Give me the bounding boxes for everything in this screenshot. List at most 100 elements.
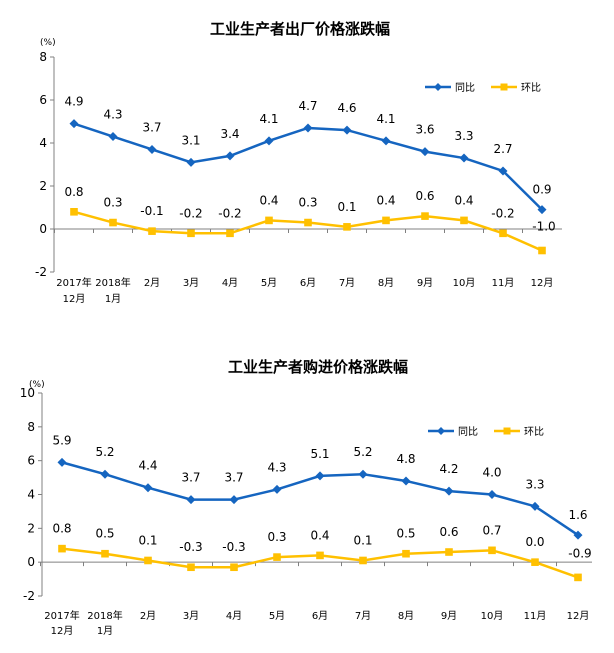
data-point bbox=[359, 556, 367, 565]
data-point bbox=[574, 573, 582, 582]
y-tick-label: 4 bbox=[27, 488, 35, 502]
data-point bbox=[100, 469, 110, 479]
y-tick-label: 6 bbox=[27, 454, 35, 468]
data-label: 0.6 bbox=[415, 189, 434, 203]
data-point bbox=[573, 530, 583, 540]
data-label: 3.7 bbox=[142, 120, 161, 134]
data-label: -0.3 bbox=[222, 540, 245, 554]
data-label: 0.4 bbox=[454, 193, 473, 207]
series-mom: 0.8 0.3 -0.1 -0.2 -0.2 0.4 0.3 0.1 0.4 0.6 0.4 -0.2… bbox=[64, 185, 556, 255]
data-point bbox=[459, 153, 469, 163]
data-point bbox=[108, 132, 118, 142]
x-tick-label: 5月 bbox=[269, 610, 285, 622]
data-point bbox=[316, 551, 324, 560]
data-label: 0.7 bbox=[482, 523, 501, 537]
data-point bbox=[70, 208, 78, 216]
data-label: 3.3 bbox=[454, 129, 473, 143]
data-label: 4.0 bbox=[482, 466, 501, 480]
data-label: 1.6 bbox=[568, 508, 587, 522]
data-label: 0.4 bbox=[259, 193, 278, 207]
data-label: 0.1 bbox=[337, 200, 356, 214]
data-point bbox=[69, 119, 79, 129]
x-tick-label: 4月 bbox=[226, 610, 242, 622]
data-point bbox=[538, 246, 546, 255]
x-tick-label: 2017年 bbox=[56, 276, 91, 289]
data-point bbox=[144, 556, 152, 565]
data-label: -0.9 bbox=[568, 546, 591, 560]
legend-label: 同比 bbox=[455, 82, 475, 94]
legend-swatch-marker bbox=[503, 427, 511, 435]
x-tick-label: 7月 bbox=[339, 277, 355, 289]
x-tick-label: 6月 bbox=[300, 277, 316, 289]
data-label: 4.1 bbox=[376, 112, 395, 126]
data-point bbox=[147, 144, 157, 154]
x-tick-label: 10月 bbox=[481, 610, 504, 622]
data-label: 0.9 bbox=[532, 183, 551, 197]
data-label: 4.4 bbox=[138, 459, 157, 473]
data-point bbox=[487, 490, 497, 499]
x-tick-label: 8月 bbox=[378, 277, 394, 289]
legend-label: 环比 bbox=[524, 426, 544, 438]
x-tick-label: 5月 bbox=[261, 277, 277, 289]
legend-swatch-marker bbox=[500, 83, 508, 91]
data-point bbox=[420, 147, 430, 157]
data-label: 0.4 bbox=[310, 528, 329, 542]
y-tick-label: 2 bbox=[39, 179, 47, 193]
data-label: 5.9 bbox=[52, 433, 71, 447]
x-tick-label: 2月 bbox=[140, 610, 156, 622]
data-point bbox=[264, 136, 274, 146]
y-tick-label: 10 bbox=[20, 386, 35, 400]
chart-2: 工业生产者购进价格涨跌幅 (%)10 8 6 4 2 0 -2 2017年 12月 2018年 1月 2… bbox=[20, 358, 592, 637]
data-label: 4.2 bbox=[439, 462, 458, 476]
data-point bbox=[402, 549, 410, 558]
data-point bbox=[342, 125, 352, 135]
legend: 同比 环比 bbox=[425, 82, 541, 94]
data-point bbox=[444, 486, 454, 496]
data-label: 0.8 bbox=[52, 522, 71, 536]
data-point bbox=[315, 471, 325, 481]
data-label: 2.7 bbox=[493, 142, 512, 156]
data-point bbox=[381, 136, 391, 146]
data-point bbox=[537, 205, 547, 215]
data-label: 0.4 bbox=[376, 193, 395, 207]
y-tick-label: 6 bbox=[39, 93, 47, 107]
x-tick-label: 2018年 bbox=[95, 276, 130, 289]
legend-label: 同比 bbox=[458, 426, 478, 438]
data-label: 5.2 bbox=[95, 445, 114, 459]
data-point bbox=[358, 469, 368, 479]
data-label: 0.3 bbox=[103, 196, 122, 210]
data-point bbox=[187, 563, 195, 572]
data-label: 4.3 bbox=[103, 108, 122, 122]
data-point bbox=[58, 544, 66, 553]
data-label: -0.3 bbox=[179, 540, 202, 554]
data-label: 4.1 bbox=[259, 112, 278, 126]
x-tick-label: 2月 bbox=[144, 277, 160, 289]
data-label: 3.6 bbox=[415, 123, 434, 137]
data-label: 5.1 bbox=[310, 447, 329, 461]
x-tick-label: 9月 bbox=[417, 277, 433, 289]
data-label: 4.8 bbox=[396, 452, 415, 466]
data-point bbox=[101, 549, 109, 558]
x-tick-label: 12月 bbox=[567, 610, 590, 622]
data-label: -0.1 bbox=[140, 204, 163, 218]
data-point bbox=[530, 501, 540, 511]
x-tick-label: 2017年 bbox=[44, 609, 79, 622]
data-label: 0.5 bbox=[396, 527, 415, 541]
x-tick-label: 3月 bbox=[183, 277, 199, 289]
x-tick-label: 11月 bbox=[524, 610, 547, 622]
x-tick-label: 11月 bbox=[492, 277, 515, 289]
data-label: 0.0 bbox=[525, 535, 544, 549]
data-point bbox=[382, 216, 390, 225]
chart-title: 工业生产者购进价格涨跌幅 bbox=[228, 358, 408, 376]
x-tick-label: 12月 bbox=[51, 625, 74, 637]
data-point bbox=[498, 166, 508, 176]
data-point bbox=[488, 546, 496, 555]
data-point bbox=[273, 553, 281, 561]
data-label: 3.7 bbox=[181, 471, 200, 485]
y-tick-label: 8 bbox=[27, 420, 35, 434]
data-point bbox=[445, 548, 453, 556]
x-tick-label: 1月 bbox=[105, 293, 121, 305]
y-axis-unit: (%) bbox=[40, 38, 56, 48]
x-tick-label: 12月 bbox=[531, 277, 554, 289]
